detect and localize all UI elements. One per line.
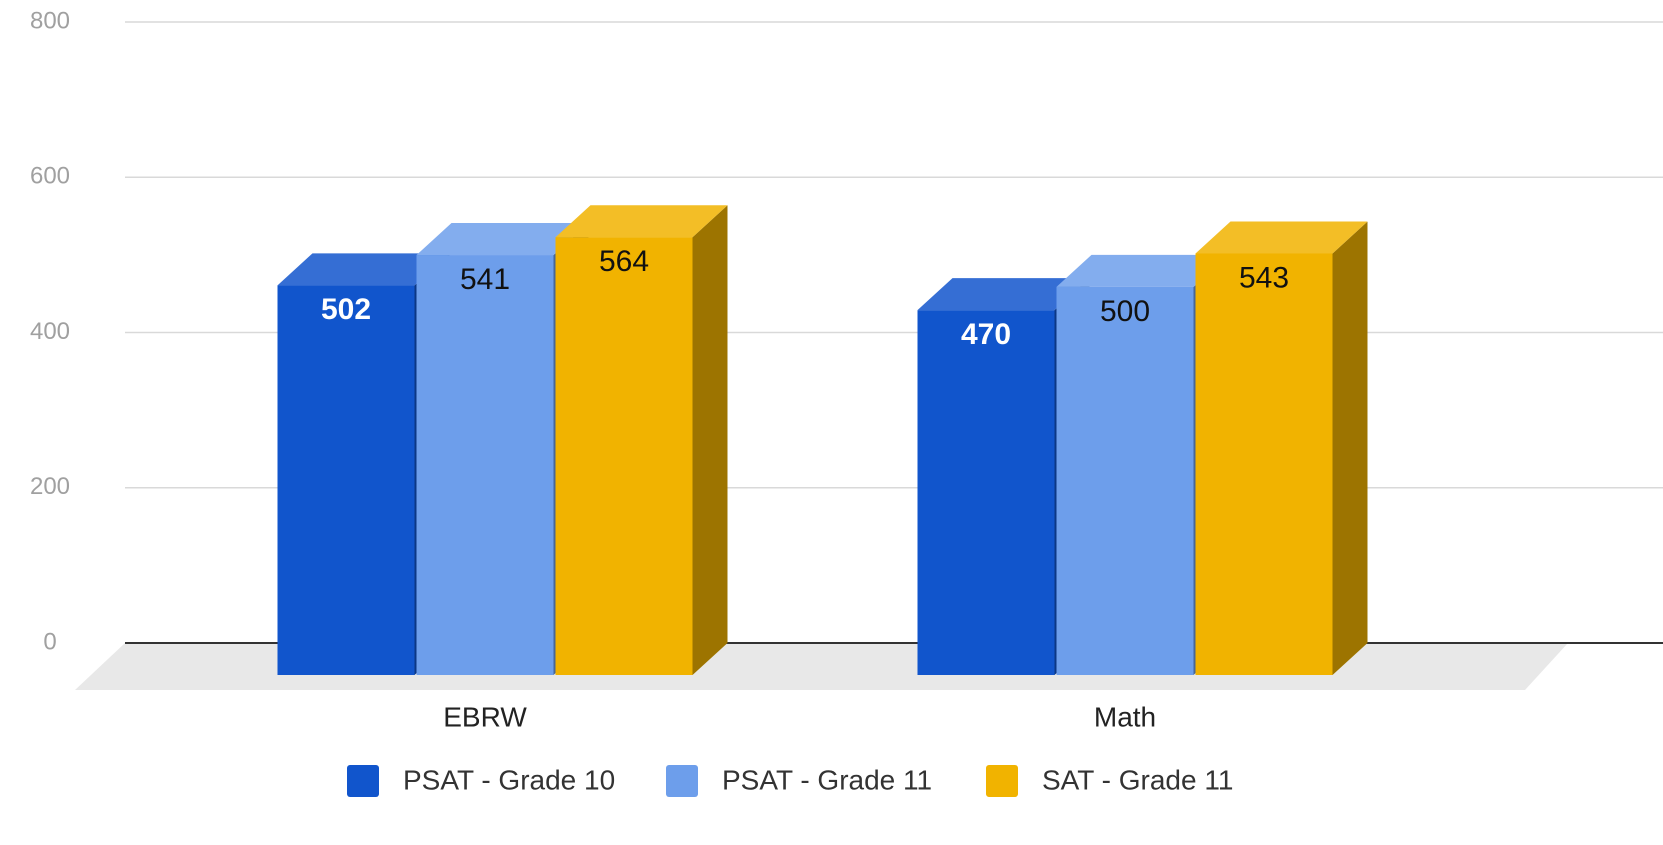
bar — [1056, 286, 1194, 675]
bar — [1195, 253, 1333, 675]
bar — [555, 237, 693, 675]
bar-side — [692, 205, 728, 675]
bar-top — [277, 253, 450, 286]
bar — [917, 310, 1055, 675]
value-label: 502 — [321, 293, 371, 326]
bar-top — [416, 223, 589, 256]
legend-label: SAT - Grade 11 — [1042, 764, 1233, 795]
y-tick-label: 0 — [43, 628, 56, 655]
y-tick-label: 800 — [30, 7, 70, 34]
value-label: 500 — [1100, 295, 1150, 328]
y-tick-label: 400 — [30, 318, 70, 345]
value-label: 543 — [1239, 261, 1289, 294]
bar-top — [1195, 221, 1368, 254]
value-label: 541 — [460, 263, 510, 296]
value-label: 564 — [599, 245, 649, 278]
y-tick-label: 200 — [30, 473, 70, 500]
x-tick-label: EBRW — [443, 701, 527, 732]
legend-swatch — [347, 765, 379, 797]
bar-top — [555, 205, 728, 238]
legend-label: PSAT - Grade 10 — [403, 764, 615, 795]
value-label: 470 — [961, 318, 1011, 351]
legend-label: PSAT - Grade 11 — [722, 764, 932, 795]
x-tick-label: Math — [1094, 701, 1156, 732]
legend-swatch — [986, 765, 1018, 797]
bar — [416, 255, 554, 675]
bar-top — [917, 278, 1090, 311]
bar-top — [1056, 254, 1229, 287]
legend-swatch — [666, 765, 698, 797]
bar — [277, 285, 415, 675]
bar-side — [1332, 221, 1368, 675]
y-tick-label: 600 — [30, 163, 70, 190]
